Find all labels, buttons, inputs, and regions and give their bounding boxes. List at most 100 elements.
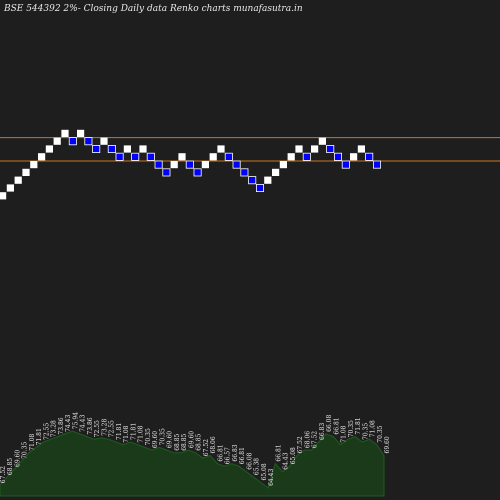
- volume-label: 68.06: [210, 436, 217, 453]
- brick-up: [53, 137, 61, 145]
- volume-label: 67.52: [312, 431, 319, 448]
- volume-label: 74.43: [80, 415, 87, 432]
- volume-label: 72.55: [109, 420, 116, 437]
- volume-label: 69.60: [188, 431, 195, 448]
- volume-label: 75.94: [73, 412, 80, 429]
- volume-label: 73.86: [87, 417, 94, 434]
- volume-label: 71.81: [36, 428, 43, 445]
- brick-up: [178, 153, 186, 161]
- volume-label: 70.35: [348, 420, 355, 437]
- brick-up: [209, 153, 217, 161]
- volume-label: 69.60: [384, 436, 391, 453]
- volume-label: 69.60: [152, 431, 159, 448]
- brick-up: [14, 176, 22, 184]
- brick-down: [248, 176, 257, 185]
- volume-label: 68.06: [304, 431, 311, 448]
- volume-label: 74.43: [65, 415, 72, 432]
- volume-label: 66.81: [239, 447, 246, 464]
- brick-down: [302, 152, 311, 161]
- brick-down: [162, 168, 171, 177]
- renko-bricks: [0, 129, 381, 200]
- brick-down: [365, 152, 374, 161]
- volume-label: 71.08: [370, 420, 377, 437]
- brick-up: [279, 161, 287, 169]
- volume-label: 66.83: [319, 423, 326, 440]
- volume-label: 69.60: [15, 450, 22, 467]
- brick-up: [6, 184, 14, 192]
- volume-label: 67.52: [203, 439, 210, 456]
- volume-label: 68.85: [196, 433, 203, 450]
- volume-label: 71.08: [138, 425, 145, 442]
- volume-label: 66.81: [333, 417, 340, 434]
- volume-label: 73.28: [101, 419, 108, 436]
- brick-up: [22, 168, 30, 176]
- brick-down: [84, 137, 93, 146]
- brick-up: [287, 153, 295, 161]
- volume-label: 70.35: [22, 442, 29, 459]
- chart-title: BSE 544392 2%- Closing Daily data Renko …: [3, 4, 303, 14]
- brick-up: [77, 129, 85, 137]
- volume-label: 67.52: [297, 436, 304, 453]
- brick-down: [224, 152, 233, 161]
- volume-label: 65.08: [261, 463, 268, 480]
- volume-label: 68.85: [174, 433, 181, 450]
- volume-area-path: [0, 430, 385, 497]
- volume-label: 65.08: [290, 447, 297, 464]
- brick-up: [61, 129, 69, 137]
- brick-down: [326, 144, 335, 153]
- volume-label: 71.81: [355, 417, 362, 434]
- volume-label: 64.43: [268, 469, 275, 486]
- brick-down: [154, 160, 163, 169]
- volume-label: 67.52: [0, 466, 7, 483]
- volume-label: 72.55: [44, 423, 51, 440]
- brick-up: [264, 176, 272, 184]
- volume-label: 66.08: [326, 415, 333, 432]
- volume-label: 71.08: [29, 433, 36, 450]
- brick-up: [318, 137, 326, 145]
- volume-label: 69.60: [167, 431, 174, 448]
- volume-label: 66.81: [217, 444, 224, 461]
- volume-label: 66.08: [246, 452, 253, 469]
- volume-label: 70.35: [377, 425, 384, 442]
- brick-up: [272, 168, 280, 176]
- brick-down: [131, 152, 140, 161]
- volume-labels: 67.52 68.85 69.60 70.35 71.08 71.81 72.55 73.28…: [0, 412, 391, 486]
- brick-down: [115, 152, 124, 161]
- brick-down: [193, 168, 202, 177]
- brick-up: [170, 161, 178, 169]
- reference-lines: [0, 137, 500, 162]
- volume-label: 70.35: [362, 423, 369, 440]
- brick-up: [123, 145, 131, 153]
- volume-label: 73.86: [58, 417, 65, 434]
- volume-label: 73.28: [51, 420, 58, 437]
- brick-up: [350, 153, 358, 161]
- brick-down: [240, 168, 249, 177]
- brick-down: [107, 144, 116, 153]
- volume-label: 71.81: [130, 423, 137, 440]
- brick-up: [295, 145, 303, 153]
- volume-label: 72.55: [94, 420, 101, 437]
- brick-down: [372, 160, 381, 169]
- brick-down: [341, 160, 350, 169]
- volume-area: [0, 430, 385, 497]
- volume-label: 65.38: [254, 458, 261, 475]
- volume-label: 68.85: [7, 458, 14, 475]
- brick-up: [45, 145, 53, 153]
- volume-label: 66.83: [232, 444, 239, 461]
- volume-label: 71.81: [116, 423, 123, 440]
- volume-label: 70.35: [145, 428, 152, 445]
- brick-up: [38, 153, 46, 161]
- brick-up: [100, 137, 108, 145]
- brick-up: [357, 145, 365, 153]
- volume-label: 66.57: [225, 447, 232, 464]
- brick-up: [201, 161, 209, 169]
- brick-down: [185, 160, 194, 169]
- volume-label: 64.43: [283, 452, 290, 469]
- brick-down: [68, 137, 77, 146]
- volume-label: 70.35: [159, 428, 166, 445]
- brick-down: [255, 183, 264, 192]
- volume-label: 66.81: [275, 444, 282, 461]
- brick-up: [139, 145, 147, 153]
